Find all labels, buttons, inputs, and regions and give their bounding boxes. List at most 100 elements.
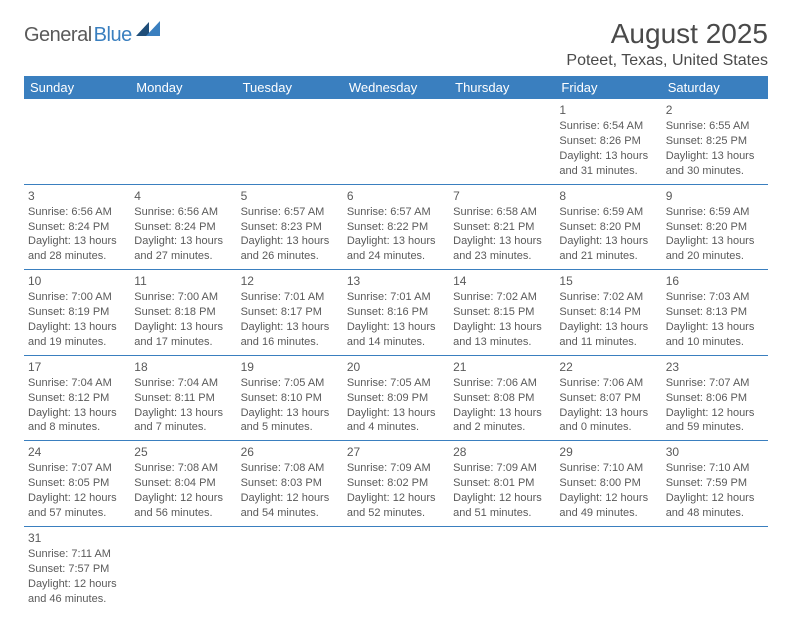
sunset-line: Sunset: 8:00 PM (559, 476, 657, 491)
daylight-line: and 2 minutes. (453, 420, 551, 435)
weekday-header: Tuesday (237, 76, 343, 99)
sunrise-line: Sunrise: 7:04 AM (134, 376, 232, 391)
sunrise-line: Sunrise: 6:54 AM (559, 119, 657, 134)
daylight-line: Daylight: 13 hours (347, 406, 445, 421)
day-number: 15 (559, 273, 657, 289)
calendar-cell: 28Sunrise: 7:09 AMSunset: 8:01 PMDayligh… (449, 441, 555, 527)
daylight-line: Daylight: 12 hours (134, 491, 232, 506)
sunrise-line: Sunrise: 6:56 AM (28, 205, 126, 220)
sunrise-line: Sunrise: 6:57 AM (347, 205, 445, 220)
calendar-cell: 1Sunrise: 6:54 AMSunset: 8:26 PMDaylight… (555, 99, 661, 184)
calendar-cell: 21Sunrise: 7:06 AMSunset: 8:08 PMDayligh… (449, 355, 555, 441)
daylight-line: Daylight: 13 hours (453, 320, 551, 335)
day-number: 18 (134, 359, 232, 375)
calendar-cell: 14Sunrise: 7:02 AMSunset: 8:15 PMDayligh… (449, 270, 555, 356)
day-number: 4 (134, 188, 232, 204)
sunrise-line: Sunrise: 7:07 AM (28, 461, 126, 476)
sunset-line: Sunset: 8:17 PM (241, 305, 339, 320)
sunset-line: Sunset: 8:16 PM (347, 305, 445, 320)
calendar-cell: 3Sunrise: 6:56 AMSunset: 8:24 PMDaylight… (24, 184, 130, 270)
sunrise-line: Sunrise: 6:55 AM (666, 119, 764, 134)
daylight-line: Daylight: 13 hours (666, 149, 764, 164)
day-number: 17 (28, 359, 126, 375)
calendar-cell: 31Sunrise: 7:11 AMSunset: 7:57 PMDayligh… (24, 526, 130, 611)
weekday-header: Thursday (449, 76, 555, 99)
calendar-cell: 9Sunrise: 6:59 AMSunset: 8:20 PMDaylight… (662, 184, 768, 270)
day-number: 21 (453, 359, 551, 375)
calendar-cell: 27Sunrise: 7:09 AMSunset: 8:02 PMDayligh… (343, 441, 449, 527)
calendar-cell: 15Sunrise: 7:02 AMSunset: 8:14 PMDayligh… (555, 270, 661, 356)
daylight-line: and 28 minutes. (28, 249, 126, 264)
daylight-line: Daylight: 12 hours (666, 491, 764, 506)
daylight-line: Daylight: 13 hours (134, 320, 232, 335)
sunset-line: Sunset: 8:01 PM (453, 476, 551, 491)
day-number: 31 (28, 530, 126, 546)
calendar-cell: 20Sunrise: 7:05 AMSunset: 8:09 PMDayligh… (343, 355, 449, 441)
daylight-line: Daylight: 12 hours (28, 577, 126, 592)
day-number: 23 (666, 359, 764, 375)
daylight-line: Daylight: 13 hours (559, 320, 657, 335)
calendar-cell: 29Sunrise: 7:10 AMSunset: 8:00 PMDayligh… (555, 441, 661, 527)
daylight-line: Daylight: 13 hours (666, 234, 764, 249)
day-number: 8 (559, 188, 657, 204)
daylight-line: Daylight: 13 hours (241, 320, 339, 335)
weekday-header: Friday (555, 76, 661, 99)
weekday-header-row: SundayMondayTuesdayWednesdayThursdayFrid… (24, 76, 768, 99)
title-block: August 2025 Poteet, Texas, United States (566, 18, 768, 70)
calendar-cell: 24Sunrise: 7:07 AMSunset: 8:05 PMDayligh… (24, 441, 130, 527)
calendar-cell: 26Sunrise: 7:08 AMSunset: 8:03 PMDayligh… (237, 441, 343, 527)
calendar-cell (24, 99, 130, 184)
sunrise-line: Sunrise: 6:59 AM (666, 205, 764, 220)
daylight-line: Daylight: 13 hours (134, 406, 232, 421)
daylight-line: Daylight: 12 hours (347, 491, 445, 506)
daylight-line: Daylight: 13 hours (241, 406, 339, 421)
sunrise-line: Sunrise: 7:11 AM (28, 547, 126, 562)
sunset-line: Sunset: 8:25 PM (666, 134, 764, 149)
daylight-line: and 20 minutes. (666, 249, 764, 264)
sunset-line: Sunset: 8:02 PM (347, 476, 445, 491)
sunrise-line: Sunrise: 7:00 AM (28, 290, 126, 305)
daylight-line: and 21 minutes. (559, 249, 657, 264)
sunrise-line: Sunrise: 6:57 AM (241, 205, 339, 220)
flag-icon (136, 19, 162, 42)
day-number: 25 (134, 444, 232, 460)
calendar-cell (130, 99, 236, 184)
daylight-line: Daylight: 13 hours (347, 320, 445, 335)
daylight-line: and 49 minutes. (559, 506, 657, 521)
daylight-line: Daylight: 13 hours (453, 234, 551, 249)
daylight-line: Daylight: 12 hours (559, 491, 657, 506)
sunset-line: Sunset: 8:24 PM (134, 220, 232, 235)
sunrise-line: Sunrise: 7:06 AM (559, 376, 657, 391)
sunrise-line: Sunrise: 7:01 AM (241, 290, 339, 305)
calendar-cell: 13Sunrise: 7:01 AMSunset: 8:16 PMDayligh… (343, 270, 449, 356)
calendar-cell: 12Sunrise: 7:01 AMSunset: 8:17 PMDayligh… (237, 270, 343, 356)
calendar-cell: 2Sunrise: 6:55 AMSunset: 8:25 PMDaylight… (662, 99, 768, 184)
logo-text-general: General (24, 24, 92, 47)
day-number: 28 (453, 444, 551, 460)
day-number: 30 (666, 444, 764, 460)
weekday-header: Saturday (662, 76, 768, 99)
calendar-cell (343, 526, 449, 611)
calendar-cell: 25Sunrise: 7:08 AMSunset: 8:04 PMDayligh… (130, 441, 236, 527)
daylight-line: Daylight: 12 hours (453, 491, 551, 506)
calendar-cell (662, 526, 768, 611)
day-number: 2 (666, 102, 764, 118)
daylight-line: and 54 minutes. (241, 506, 339, 521)
sunrise-line: Sunrise: 7:02 AM (559, 290, 657, 305)
day-number: 24 (28, 444, 126, 460)
sunrise-line: Sunrise: 7:01 AM (347, 290, 445, 305)
calendar-cell: 30Sunrise: 7:10 AMSunset: 7:59 PMDayligh… (662, 441, 768, 527)
day-number: 9 (666, 188, 764, 204)
daylight-line: and 16 minutes. (241, 335, 339, 350)
calendar-cell: 11Sunrise: 7:00 AMSunset: 8:18 PMDayligh… (130, 270, 236, 356)
day-number: 6 (347, 188, 445, 204)
daylight-line: and 14 minutes. (347, 335, 445, 350)
sunrise-line: Sunrise: 7:08 AM (134, 461, 232, 476)
calendar-row: 3Sunrise: 6:56 AMSunset: 8:24 PMDaylight… (24, 184, 768, 270)
sunset-line: Sunset: 8:14 PM (559, 305, 657, 320)
weekday-header: Wednesday (343, 76, 449, 99)
day-number: 22 (559, 359, 657, 375)
daylight-line: Daylight: 13 hours (666, 320, 764, 335)
daylight-line: and 51 minutes. (453, 506, 551, 521)
sunrise-line: Sunrise: 7:06 AM (453, 376, 551, 391)
